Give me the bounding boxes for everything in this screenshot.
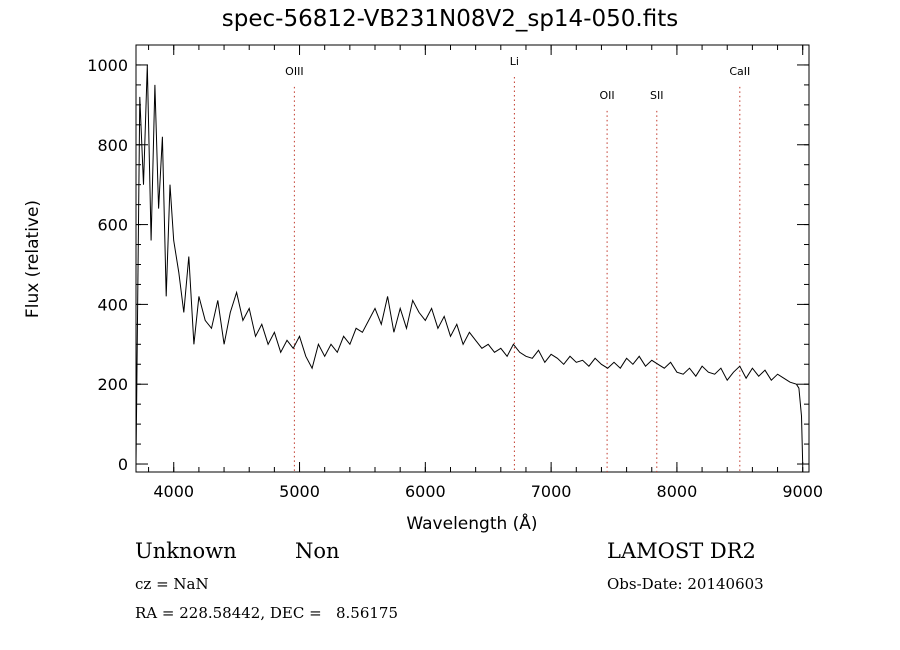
class-label: Unknown xyxy=(135,539,237,563)
x-tick-label: 7000 xyxy=(531,482,572,501)
line-marker-label: CaII xyxy=(729,65,750,78)
subclass-label: Non xyxy=(295,539,340,563)
survey-label: LAMOST DR2 xyxy=(607,539,756,563)
line-marker-label: SII xyxy=(650,89,663,102)
plot-frame xyxy=(135,44,810,473)
y-tick-label: 800 xyxy=(97,136,128,155)
coordinates-text: RA = 228.58442, DEC = 8.56175 xyxy=(135,604,399,622)
x-tick-label: 8000 xyxy=(657,482,698,501)
y-tick-label: 400 xyxy=(97,295,128,314)
line-marker-label: OIII xyxy=(285,65,303,78)
y-tick-label: 0 xyxy=(118,455,128,474)
y-tick-label: 200 xyxy=(97,375,128,394)
spectrum-line xyxy=(135,64,804,465)
x-tick-label: 5000 xyxy=(279,482,320,501)
x-tick-label: 6000 xyxy=(405,482,446,501)
x-axis-label: Wavelength (Å) xyxy=(406,512,537,534)
chart-title: spec-56812-VB231N08V2_sp14-050.fits xyxy=(221,6,679,32)
y-tick-label: 600 xyxy=(97,216,128,235)
x-tick-label: 9000 xyxy=(782,482,823,501)
obs-date-text: Obs-Date: 20140603 xyxy=(607,575,764,593)
x-tick-label: 4000 xyxy=(153,482,194,501)
line-marker-label: Li xyxy=(510,55,519,68)
line-marker-label: OII xyxy=(600,89,615,102)
y-axis-label: Flux (relative) xyxy=(23,200,43,318)
y-tick-label: 1000 xyxy=(87,56,128,75)
redshift-text: cz = NaN xyxy=(135,575,209,593)
